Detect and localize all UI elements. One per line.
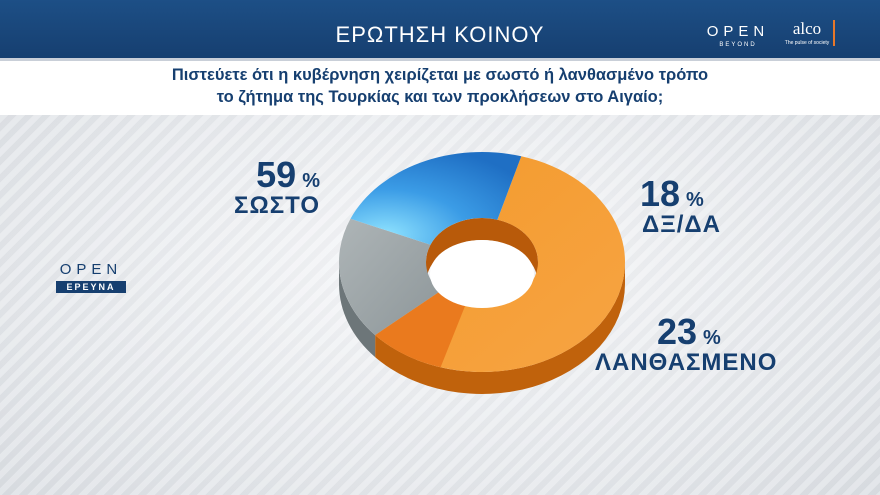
question-panel: Πιστεύετε ότι η κυβέρνηση χειρίζεται με … bbox=[0, 61, 880, 115]
label-no-answer: 18% ΔΞ/ΔΑ bbox=[640, 176, 760, 238]
slice-side-correct bbox=[375, 262, 625, 394]
label-wrong: 23% ΛΑΝΘΑΣΜΕΝΟ bbox=[595, 314, 795, 376]
label-correct-category: ΣΩΣΤΟ bbox=[234, 192, 320, 219]
donut-hole bbox=[430, 240, 534, 308]
donut-inner-wall bbox=[426, 218, 538, 284]
slice-wrong bbox=[350, 152, 522, 245]
beyond-logo-text: BEYOND bbox=[719, 42, 757, 48]
header-divider bbox=[0, 58, 880, 61]
open-beyond-logo: OPEN BEYOND bbox=[706, 24, 770, 49]
alco-logo-text: alco bbox=[792, 19, 822, 38]
label-wrong-value: 23 bbox=[657, 311, 698, 352]
slice-correct-shade bbox=[375, 291, 466, 368]
label-wrong-category: ΛΑΝΘΑΣΜΕΝΟ bbox=[595, 349, 778, 376]
slice-side-no-answer bbox=[339, 262, 376, 358]
slice-no-answer bbox=[339, 218, 441, 336]
erevna-sub-text: ΕΡΕΥΝΑ bbox=[56, 281, 126, 293]
question-line-2: το ζήτημα της Τουρκίας και των προκλήσεω… bbox=[216, 88, 664, 106]
header-bar: ΕΡΩΤΗΣΗ ΚΟΙΝΟΥ OPEN BEYOND alco The puls… bbox=[0, 0, 880, 58]
alco-logo: alco The pulse of society bbox=[784, 20, 830, 47]
question-line-1: Πιστεύετε ότι η κυβέρνηση χειρίζεται με … bbox=[171, 66, 709, 84]
label-no-answer-percent-sign: % bbox=[686, 189, 704, 211]
label-no-answer-category: ΔΞ/ΔΑ bbox=[642, 211, 721, 238]
label-correct-percent-sign: % bbox=[302, 170, 320, 192]
erevna-open-text: OPEN bbox=[59, 261, 123, 278]
open-erevna-logo: OPEN ΕΡΕΥΝΑ bbox=[56, 262, 126, 293]
label-wrong-percent-sign: % bbox=[703, 327, 721, 349]
alco-accent-bar bbox=[833, 20, 835, 46]
page-title: ΕΡΩΤΗΣΗ ΚΟΙΝΟΥ bbox=[335, 22, 545, 47]
open-logo-text: OPEN bbox=[706, 23, 770, 40]
label-no-answer-value: 18 bbox=[640, 173, 681, 214]
label-correct: 59% ΣΩΣΤΟ bbox=[220, 157, 320, 219]
label-correct-value: 59 bbox=[256, 154, 297, 195]
alco-tagline: The pulse of society bbox=[784, 40, 830, 46]
